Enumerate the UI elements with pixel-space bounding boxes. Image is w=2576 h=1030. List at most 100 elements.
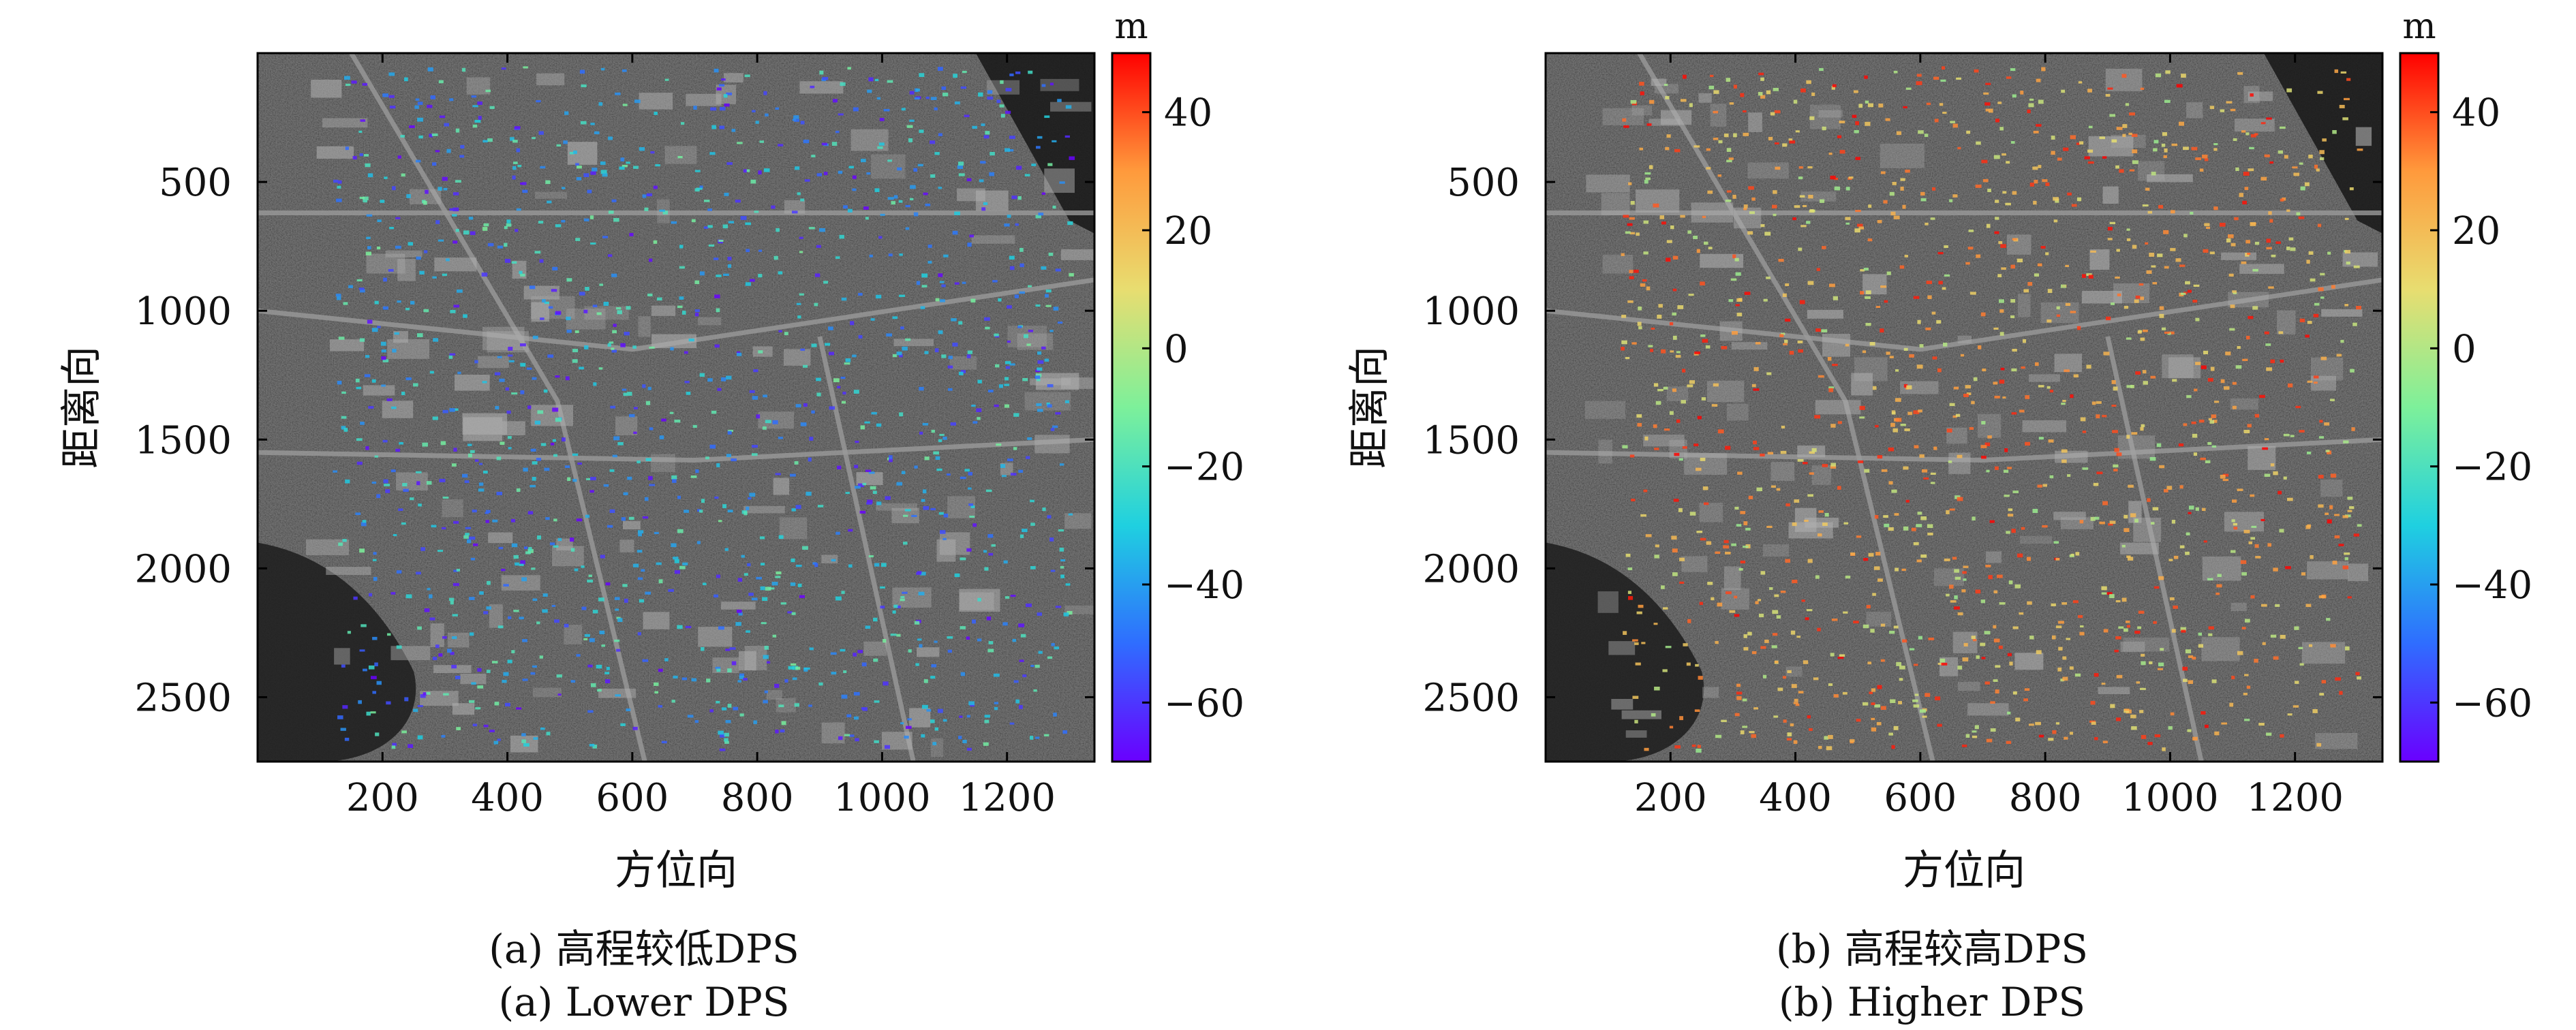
building (1807, 309, 1843, 319)
dps-point (748, 497, 752, 500)
dps-point (1736, 696, 1742, 700)
dps-point (916, 281, 921, 285)
dps-point (1721, 719, 1727, 722)
dps-point (2111, 380, 2116, 384)
dps-point (1975, 589, 1981, 594)
dps-point (1644, 747, 1649, 751)
dps-point (662, 210, 669, 215)
dps-point (1026, 456, 1030, 459)
x-tick-label: 800 (721, 776, 794, 820)
dps-point (2023, 698, 2029, 702)
dps-point (532, 665, 537, 668)
dps-point (360, 289, 365, 293)
dps-point (1948, 461, 1952, 463)
dps-point (718, 239, 724, 243)
dps-point (2060, 678, 2065, 682)
dps-point (1041, 346, 1046, 349)
dps-point (843, 670, 847, 674)
dps-point (1981, 421, 1986, 425)
dps-point (1976, 655, 1980, 659)
dps-point (2124, 708, 2130, 711)
dps-point (746, 249, 750, 253)
dps-point (467, 443, 472, 446)
dps-point (2036, 650, 2042, 655)
dps-point (611, 349, 617, 353)
dps-point (390, 469, 396, 473)
dps-point (2357, 524, 2362, 527)
dps-point (2310, 278, 2316, 282)
dps-point (370, 711, 376, 714)
dps-point (942, 436, 947, 440)
dps-point (2137, 626, 2142, 629)
dps-point (2305, 334, 2310, 338)
dps-point (690, 475, 697, 478)
dps-point (1708, 247, 1713, 249)
dps-point (670, 347, 674, 351)
dps-point (1784, 339, 1788, 343)
dps-point (2058, 621, 2064, 624)
dps-point (494, 372, 501, 375)
dps-point (672, 479, 677, 483)
building (2007, 234, 2031, 255)
dps-point (921, 734, 925, 738)
building (1586, 174, 1630, 193)
dps-point (938, 67, 943, 71)
dps-point (337, 180, 342, 184)
dps-point (1773, 715, 1779, 718)
building (2355, 127, 2372, 146)
dps-point (396, 570, 402, 574)
dps-point (753, 720, 757, 724)
dps-point (720, 733, 725, 738)
dps-point (2070, 135, 2076, 140)
dps-point (1696, 249, 1700, 253)
building (1034, 435, 1070, 454)
dps-point (1760, 646, 1766, 649)
dps-point (1680, 99, 1687, 102)
dps-point (1683, 643, 1688, 646)
dps-point (2070, 553, 2074, 556)
dps-point (1011, 196, 1017, 200)
dps-point (2053, 541, 2059, 544)
y-axis-label: 距离向 (58, 346, 106, 469)
dps-point (2007, 467, 2012, 469)
building (1024, 392, 1071, 411)
dps-point (905, 204, 910, 208)
dps-point (1679, 581, 1685, 584)
dps-point (754, 210, 759, 213)
dps-point (778, 437, 784, 439)
dps-point (1749, 211, 1755, 215)
dps-point (413, 383, 418, 387)
dps-point (503, 672, 509, 676)
dps-point (1649, 165, 1653, 170)
dps-point (2028, 103, 2034, 108)
building (1748, 112, 1762, 132)
dps-point (2208, 633, 2213, 636)
dps-point (2029, 98, 2034, 101)
dps-point (429, 617, 435, 621)
dps-point (511, 543, 518, 548)
dps-point (1717, 602, 1723, 607)
dps-point (1999, 127, 2004, 131)
dps-point (1004, 377, 1009, 381)
dps-point (1702, 339, 1708, 343)
dps-point (440, 441, 446, 446)
dps-point (1721, 345, 1728, 349)
dps-point (1759, 613, 1764, 618)
dps-point (417, 735, 423, 740)
dps-point (1753, 707, 1759, 710)
dps-point (1853, 90, 1858, 93)
dps-point (371, 379, 376, 383)
dps-point (516, 488, 521, 493)
dps-point (427, 67, 433, 72)
building (460, 673, 487, 685)
dps-point (900, 595, 905, 599)
dps-point (487, 580, 491, 585)
dps-point (2179, 545, 2185, 548)
dps-point (1919, 344, 1924, 348)
dps-point (1938, 281, 1943, 285)
dps-point (555, 224, 562, 228)
dps-point (1832, 84, 1837, 88)
dps-point (933, 451, 939, 455)
dps-point (1890, 211, 1896, 216)
dps-point (431, 133, 438, 136)
